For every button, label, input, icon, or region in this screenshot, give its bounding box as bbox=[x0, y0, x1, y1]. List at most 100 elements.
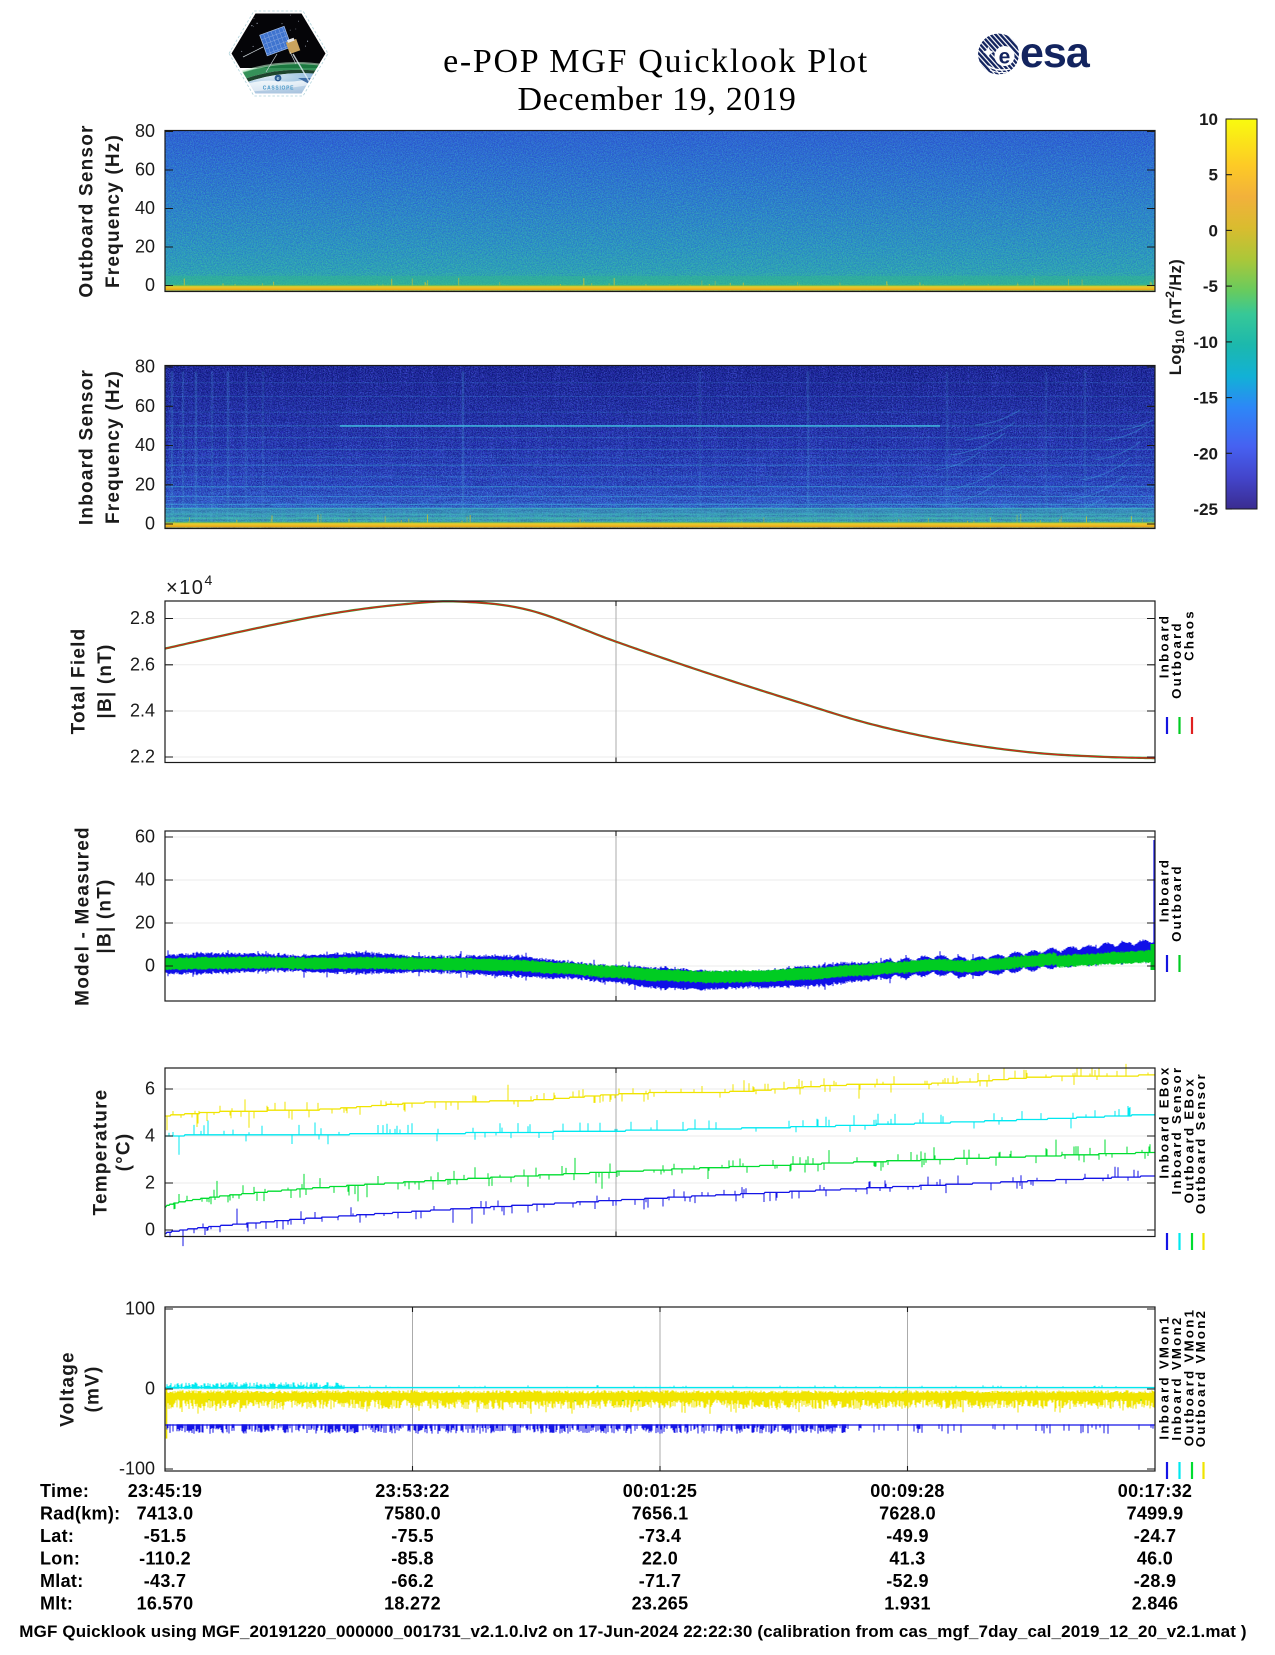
svg-text:Inboard Sensor: Inboard Sensor bbox=[77, 369, 98, 525]
svg-text:-71.7: -71.7 bbox=[639, 1571, 682, 1591]
svg-text:Model - Measured: Model - Measured bbox=[73, 826, 94, 1006]
svg-text:100: 100 bbox=[125, 1299, 155, 1319]
svg-text:46.0: 46.0 bbox=[1137, 1549, 1173, 1569]
svg-text:-110.2: -110.2 bbox=[139, 1549, 191, 1569]
svg-text:CASSIOPE: CASSIOPE bbox=[263, 86, 294, 92]
svg-text:20: 20 bbox=[135, 913, 155, 933]
svg-text:7628.0: 7628.0 bbox=[879, 1504, 936, 1524]
svg-text:-51.5: -51.5 bbox=[144, 1526, 187, 1546]
svg-text:Inboard: Inboard bbox=[1157, 858, 1172, 922]
svg-text:0: 0 bbox=[145, 514, 155, 534]
svg-text:-24.7: -24.7 bbox=[1134, 1526, 1177, 1546]
svg-text:80: 80 bbox=[135, 121, 155, 141]
svg-text:Outboard: Outboard bbox=[1169, 621, 1184, 699]
svg-text:00:17:32: 00:17:32 bbox=[1118, 1481, 1192, 1501]
svg-text:|B| (nT): |B| (nT) bbox=[95, 878, 116, 953]
svg-text:Lon:: Lon: bbox=[40, 1549, 80, 1569]
svg-text:00:01:25: 00:01:25 bbox=[623, 1481, 697, 1501]
svg-text:-100: -100 bbox=[119, 1459, 155, 1479]
svg-text:Inboard VMon1: Inboard VMon1 bbox=[1157, 1314, 1172, 1439]
svg-text:4: 4 bbox=[145, 1126, 155, 1146]
svg-text:-15: -15 bbox=[1193, 389, 1218, 408]
svg-text:7499.9: 7499.9 bbox=[1127, 1504, 1184, 1524]
svg-text:(°C): (°C) bbox=[114, 1133, 135, 1172]
svg-text:2.6: 2.6 bbox=[130, 654, 155, 674]
svg-text:Frequency (Hz): Frequency (Hz) bbox=[103, 370, 124, 524]
svg-text:Mlt:: Mlt: bbox=[40, 1594, 73, 1614]
svg-text:40: 40 bbox=[135, 198, 155, 218]
svg-text:-52.9: -52.9 bbox=[886, 1571, 929, 1591]
svg-text:Outboard VMon1: Outboard VMon1 bbox=[1182, 1308, 1197, 1446]
svg-text:6: 6 bbox=[145, 1079, 155, 1099]
svg-text:Temperature: Temperature bbox=[91, 1089, 112, 1216]
svg-text:-5: -5 bbox=[1203, 277, 1218, 296]
svg-text:23:53:22: 23:53:22 bbox=[375, 1481, 449, 1501]
svg-text:esa: esa bbox=[1020, 29, 1091, 77]
svg-text:60: 60 bbox=[135, 827, 155, 847]
svg-text:00:09:28: 00:09:28 bbox=[870, 1481, 944, 1501]
svg-text:7580.0: 7580.0 bbox=[384, 1504, 441, 1524]
svg-text:e-POP MGF Quicklook Plot: e-POP MGF Quicklook Plot bbox=[443, 43, 869, 80]
svg-text:Outboard EBox: Outboard EBox bbox=[1182, 1077, 1197, 1204]
svg-text:Outboard: Outboard bbox=[1169, 864, 1184, 942]
svg-text:Log10 (nT2/Hz): Log10 (nT2/Hz) bbox=[1163, 259, 1187, 375]
svg-text:7656.1: 7656.1 bbox=[632, 1504, 689, 1524]
svg-text:Inboard: Inboard bbox=[1157, 614, 1172, 678]
svg-text:18.272: 18.272 bbox=[384, 1594, 441, 1614]
svg-text:-75.5: -75.5 bbox=[391, 1526, 434, 1546]
svg-text:0: 0 bbox=[145, 956, 155, 976]
svg-text:5: 5 bbox=[1209, 166, 1218, 185]
svg-text:Chaos: Chaos bbox=[1182, 609, 1197, 661]
svg-text:e: e bbox=[276, 76, 279, 82]
svg-text:-28.9: -28.9 bbox=[1134, 1571, 1177, 1591]
svg-text:Outboard Sensor: Outboard Sensor bbox=[1193, 1072, 1208, 1214]
svg-text:Mlat:: Mlat: bbox=[40, 1571, 84, 1591]
svg-text:MGF Quicklook using MGF_201912: MGF Quicklook using MGF_20191220_000000_… bbox=[19, 1622, 1246, 1641]
svg-text:0: 0 bbox=[145, 275, 155, 295]
svg-text:0: 0 bbox=[145, 1220, 155, 1240]
svg-text:0: 0 bbox=[145, 1379, 155, 1399]
svg-text:60: 60 bbox=[135, 160, 155, 180]
svg-text:-66.2: -66.2 bbox=[391, 1571, 434, 1591]
svg-text:Outboard VMon2: Outboard VMon2 bbox=[1193, 1309, 1208, 1447]
svg-text:41.3: 41.3 bbox=[889, 1549, 925, 1569]
svg-text:Inboard VMon2: Inboard VMon2 bbox=[1169, 1315, 1184, 1440]
svg-text:20: 20 bbox=[135, 237, 155, 257]
svg-text:Inboard EBox: Inboard EBox bbox=[1157, 1065, 1172, 1178]
svg-text:-49.9: -49.9 bbox=[886, 1526, 929, 1546]
svg-text:|B| (nT): |B| (nT) bbox=[95, 643, 116, 718]
svg-text:Total Field: Total Field bbox=[69, 628, 90, 735]
svg-text:December 19, 2019: December 19, 2019 bbox=[517, 81, 796, 118]
svg-text:Outboard Sensor: Outboard Sensor bbox=[77, 124, 98, 297]
svg-text:0: 0 bbox=[1209, 221, 1218, 240]
svg-text:Frequency (Hz): Frequency (Hz) bbox=[103, 134, 124, 288]
svg-text:10: 10 bbox=[1199, 110, 1218, 129]
svg-text:2: 2 bbox=[145, 1173, 155, 1193]
svg-text:Lat:: Lat: bbox=[40, 1526, 74, 1546]
svg-text:16.570: 16.570 bbox=[137, 1594, 194, 1614]
svg-text:Rad(km):: Rad(km): bbox=[40, 1504, 120, 1524]
svg-text:-20: -20 bbox=[1193, 444, 1218, 463]
svg-text:40: 40 bbox=[135, 435, 155, 455]
svg-text:20: 20 bbox=[135, 474, 155, 494]
svg-text:-10: -10 bbox=[1193, 333, 1218, 352]
svg-text:2.8: 2.8 bbox=[130, 608, 155, 628]
svg-text:-43.7: -43.7 bbox=[144, 1571, 187, 1591]
svg-text:60: 60 bbox=[135, 396, 155, 416]
svg-text:2.2: 2.2 bbox=[130, 747, 155, 767]
svg-text:Time:: Time: bbox=[40, 1481, 89, 1501]
svg-text:-25: -25 bbox=[1193, 500, 1218, 519]
svg-text:80: 80 bbox=[135, 357, 155, 377]
svg-text:2.846: 2.846 bbox=[1132, 1594, 1179, 1614]
svg-text:Voltage: Voltage bbox=[58, 1351, 79, 1427]
svg-text:23.265: 23.265 bbox=[632, 1594, 689, 1614]
svg-text:Inboard Sensor: Inboard Sensor bbox=[1169, 1066, 1184, 1195]
svg-text:(mV): (mV) bbox=[83, 1365, 104, 1412]
svg-text:22.0: 22.0 bbox=[642, 1549, 678, 1569]
svg-text:40: 40 bbox=[135, 870, 155, 890]
svg-text:-85.8: -85.8 bbox=[391, 1549, 434, 1569]
svg-text:-73.4: -73.4 bbox=[639, 1526, 682, 1546]
svg-text:1.931: 1.931 bbox=[884, 1594, 931, 1614]
svg-text:2.4: 2.4 bbox=[130, 701, 155, 721]
svg-text:7413.0: 7413.0 bbox=[137, 1504, 194, 1524]
